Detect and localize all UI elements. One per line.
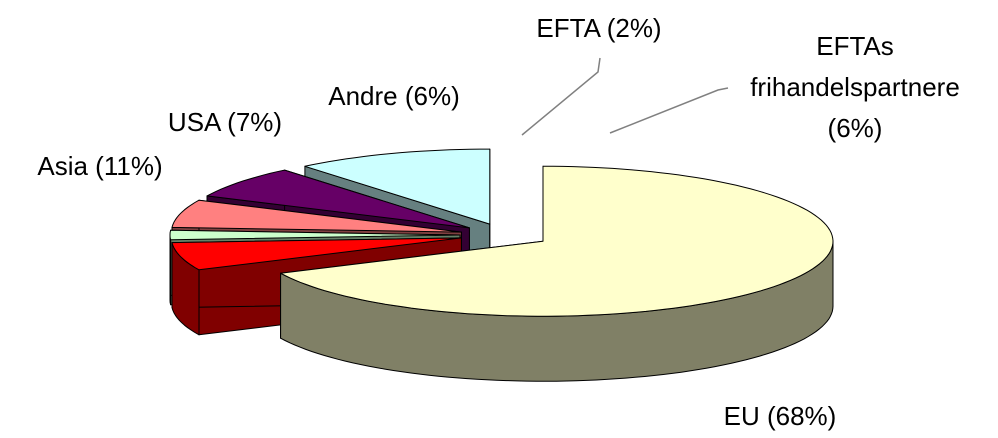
- pie: [169, 148, 834, 382]
- slice-side: [169, 234, 172, 306]
- slice: [304, 148, 491, 225]
- slice-label: Andre (6%): [328, 81, 460, 111]
- slice: [206, 169, 470, 229]
- slice: [171, 199, 462, 233]
- slice: [171, 237, 462, 271]
- labels: EU (68%) EFTAs frihandelspartnere (6%) EFTA …: [37, 13, 959, 431]
- slice-group: [280, 165, 834, 382]
- slice-label: EFTAs frihandelspartnere (6%): [750, 31, 960, 143]
- leader-line: [609, 87, 729, 134]
- slice: [169, 229, 461, 241]
- slice-label: EFTA (2%): [536, 13, 661, 43]
- slice-label: USA (7%): [168, 107, 282, 137]
- slice: [280, 165, 834, 317]
- slice-label: EU (68%): [724, 401, 837, 431]
- leader-line: [521, 57, 601, 136]
- slice-label: Asia (11%): [37, 151, 162, 181]
